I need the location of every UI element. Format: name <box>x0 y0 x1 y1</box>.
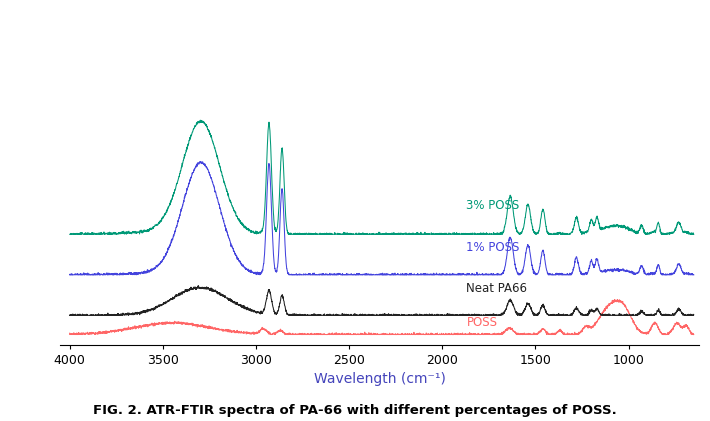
Text: Neat PA66: Neat PA66 <box>466 282 528 295</box>
Text: 3% POSS: 3% POSS <box>466 199 520 212</box>
X-axis label: Wavelength (cm⁻¹): Wavelength (cm⁻¹) <box>314 372 446 386</box>
Text: FIG. 2. ATR-FTIR spectra of PA-66 with different percentages of POSS.: FIG. 2. ATR-FTIR spectra of PA-66 with d… <box>93 404 617 417</box>
Text: 1% POSS: 1% POSS <box>466 240 520 253</box>
Text: POSS: POSS <box>466 316 498 329</box>
